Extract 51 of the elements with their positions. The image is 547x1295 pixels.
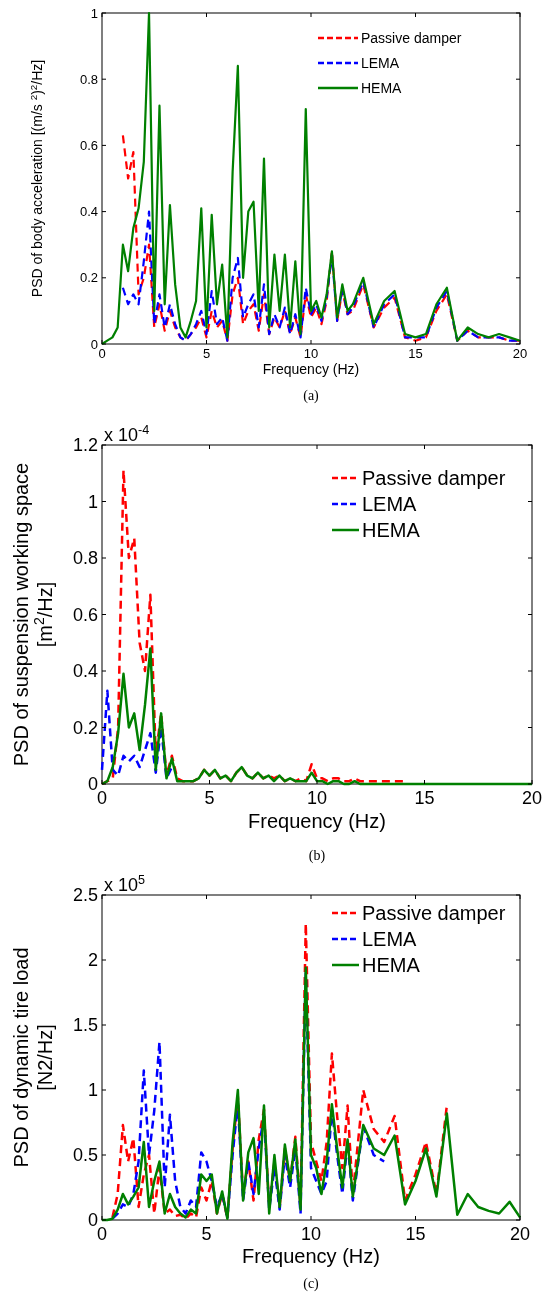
legend-label: Passive damper (361, 29, 462, 46)
x-tick-label: 20 (521, 788, 543, 808)
y-tick-label: 0.4 (79, 204, 98, 220)
x-tick-label: 10 (300, 1224, 322, 1244)
x-tick-label: 15 (408, 346, 423, 361)
y-tick-label: 0 (87, 1210, 98, 1231)
line-series (111, 922, 449, 1220)
y-tick-label: 1 (87, 1080, 98, 1101)
x-tick-label: 20 (509, 1224, 531, 1244)
text: (b) (308, 848, 326, 864)
text: (a) (303, 388, 320, 404)
y-tick-label: 1.2 (72, 435, 98, 456)
line-series (100, 11, 522, 346)
y-tick-label: 0 (87, 774, 98, 795)
x-tick-label: 5 (202, 346, 211, 361)
y-axis-title: PSD of dynamic tire load [N2/Hz] (10, 947, 56, 1168)
x-tick-label: 20 (512, 346, 528, 361)
y-tick-label: 0.4 (72, 661, 98, 682)
x-tick-label: 15 (405, 1224, 426, 1244)
x-tick-label: 5 (204, 788, 215, 808)
y-tick-label: 1 (87, 491, 98, 512)
y-tick-label: 2 (87, 950, 98, 971)
legend-label: Passive damper (362, 902, 506, 924)
x-axis-title: Frequency (Hz) (248, 810, 386, 832)
y-tick-label: 0.2 (79, 270, 98, 286)
y-tick-label: 1.5 (72, 1015, 98, 1036)
legend-label: Passive damper (362, 467, 506, 489)
line-series (121, 134, 522, 342)
x-axis-title: Frequency (Hz) (242, 1245, 380, 1267)
x-tick-label: 10 (303, 346, 319, 361)
legend-label: HEMA (361, 79, 403, 96)
x-tick-label: 15 (414, 788, 435, 808)
legend-label: HEMA (362, 519, 421, 541)
legend-label: LEMA (361, 54, 400, 71)
legend-label: LEMA (362, 493, 418, 515)
legend-label: HEMA (362, 954, 421, 976)
x-axis-title: Frequency (Hz) (262, 361, 360, 377)
y-tick-label: 0.8 (79, 71, 98, 87)
x-tick-label: 10 (306, 788, 328, 808)
annotation: x 10$^{5}$ (104, 873, 146, 895)
y-tick-label: 1 (90, 5, 98, 21)
y-tick-label: 0.6 (72, 604, 98, 625)
y-tick-label: 0.6 (79, 137, 98, 153)
x-tick-label: 5 (201, 1224, 212, 1244)
y-tick-label: 2.5 (72, 885, 98, 906)
y-tick-label: 0.8 (72, 548, 98, 569)
text: (c) (303, 1276, 320, 1292)
y-tick-label: 0.2 (72, 717, 98, 738)
y-tick-label: 0.5 (72, 1145, 98, 1166)
text: x 10$^{-4}$ (104, 423, 150, 445)
legend-label: LEMA (362, 928, 418, 950)
